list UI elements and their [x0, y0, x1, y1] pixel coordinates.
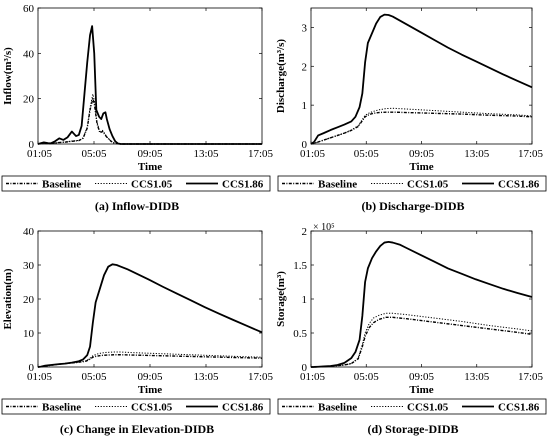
legend-label: CCS1.05 [131, 179, 173, 191]
panel-caption: (c) Change in Elevation-DIDB [60, 422, 214, 436]
legend-label: Baseline [42, 402, 81, 414]
x-tick-label: 09:05 [137, 148, 163, 160]
x-tick-label: 09:05 [409, 148, 435, 160]
y-tick-label: 20 [23, 294, 35, 306]
legend-frame [1, 175, 271, 192]
y-tick-label: 0 [302, 139, 308, 151]
y-tick-label: 1 [302, 100, 308, 112]
series-line-ccs1-86 [37, 25, 262, 145]
legend: Baseline CCS1.05 CCS1.86 [277, 398, 547, 415]
y-axis-label: Discharge(m³/s) [275, 39, 287, 114]
series-line-ccs1-05 [37, 93, 262, 145]
series-line-ccs1-05 [310, 107, 532, 145]
legend: Baseline CCS1.05 CCS1.86 [1, 398, 271, 415]
plot-frame [310, 230, 533, 368]
y-tick-label: 20 [23, 94, 35, 106]
legend-label: CCS1.86 [222, 402, 264, 414]
x-tick-label: 05:05 [81, 148, 107, 160]
chart-panel-3: 01:05 05:05 09:05 13:05 17:05 0 10 20 30 40 Time El… [1, 226, 274, 436]
series-line-ccs1-86 [310, 13, 533, 145]
plot-frame [37, 230, 263, 368]
y-tick-label: 2 [302, 226, 308, 238]
panel-caption: (a) Inflow-DIDB [95, 199, 179, 213]
y-tick-label: 1.5 [293, 260, 307, 272]
legend-label: CCS1.05 [407, 179, 449, 191]
x-tick-label: 05:05 [354, 371, 380, 383]
legend-label: CCS1.86 [498, 402, 540, 414]
x-tick-label: 17:05 [248, 148, 274, 160]
y-tick-label: 0 [29, 139, 35, 151]
x-tick-label: 09:05 [137, 371, 163, 383]
x-axis-label: Time [138, 384, 162, 396]
y-tick-label: 0.5 [293, 328, 307, 340]
x-tick-label: 13:05 [464, 371, 490, 383]
y-tick-label: 10 [23, 328, 35, 340]
y-axis-label: Storage(m³) [275, 271, 287, 327]
legend-frame [277, 398, 547, 415]
y-tick-label: 0 [29, 362, 35, 374]
legend-label: Baseline [318, 179, 357, 191]
x-axis-label: Time [409, 384, 433, 396]
panel-caption: (d) Storage-DIDB [368, 422, 459, 436]
legend-label: CCS1.05 [407, 402, 449, 414]
x-tick-label: 05:05 [354, 148, 380, 160]
x-tick-label: 01:05 [300, 371, 326, 383]
x-tick-label: 13:05 [193, 148, 219, 160]
chart-panel-1: 01:05 05:05 09:05 13:05 17:05 0 20 40 60 Time Infl… [1, 3, 274, 213]
y-tick-label: 3 [302, 22, 308, 34]
legend-frame [1, 398, 271, 415]
y-tick-label: 0 [302, 362, 308, 374]
x-tick-label: 17:05 [518, 371, 544, 383]
y-tick-label: 40 [23, 226, 35, 238]
plot-frame [310, 7, 533, 145]
chart-panel-4: 01:05 05:05 09:05 13:05 17:05 0 0.5 1 1.5 2 × 10⁵ T… [275, 222, 547, 436]
series-line-ccs1-86 [310, 240, 533, 368]
legend-label: Baseline [42, 179, 81, 191]
y-axis-label: Elevation(m) [2, 268, 14, 329]
x-axis-label: Time [138, 161, 162, 173]
x-tick-label: 13:05 [193, 371, 219, 383]
y-exponent-label: × 10⁵ [313, 222, 335, 233]
x-tick-label: 01:05 [27, 148, 53, 160]
plot-frame [37, 7, 263, 145]
x-tick-label: 05:05 [81, 371, 107, 383]
x-tick-label: 17:05 [248, 371, 274, 383]
y-tick-label: 2 [302, 61, 308, 73]
chart-panel-2: 01:05 05:05 09:05 13:05 17:05 0 1 2 3 Time Dischar… [275, 7, 547, 213]
y-tick-label: 1 [302, 294, 308, 306]
legend-frame [277, 175, 547, 192]
x-tick-label: 01:05 [300, 148, 326, 160]
y-tick-label: 30 [23, 260, 35, 272]
x-tick-label: 13:05 [464, 148, 490, 160]
legend: Baseline CCS1.05 CCS1.86 [1, 175, 271, 192]
legend-label: CCS1.86 [498, 179, 540, 191]
y-tick-label: 60 [23, 3, 35, 15]
legend: Baseline CCS1.05 CCS1.86 [277, 175, 547, 192]
legend-label: Baseline [318, 402, 357, 414]
series-line-ccs1-86 [37, 263, 263, 368]
x-axis-label: Time [409, 161, 433, 173]
y-axis-label: Inflow(m³/s) [2, 47, 14, 105]
legend-label: CCS1.05 [131, 402, 173, 414]
y-tick-label: 40 [23, 48, 35, 60]
x-tick-label: 01:05 [27, 371, 53, 383]
x-tick-label: 17:05 [518, 148, 544, 160]
panel-caption: (b) Discharge-DIDB [362, 199, 465, 213]
legend-label: CCS1.86 [222, 179, 264, 191]
x-tick-label: 09:05 [409, 371, 435, 383]
